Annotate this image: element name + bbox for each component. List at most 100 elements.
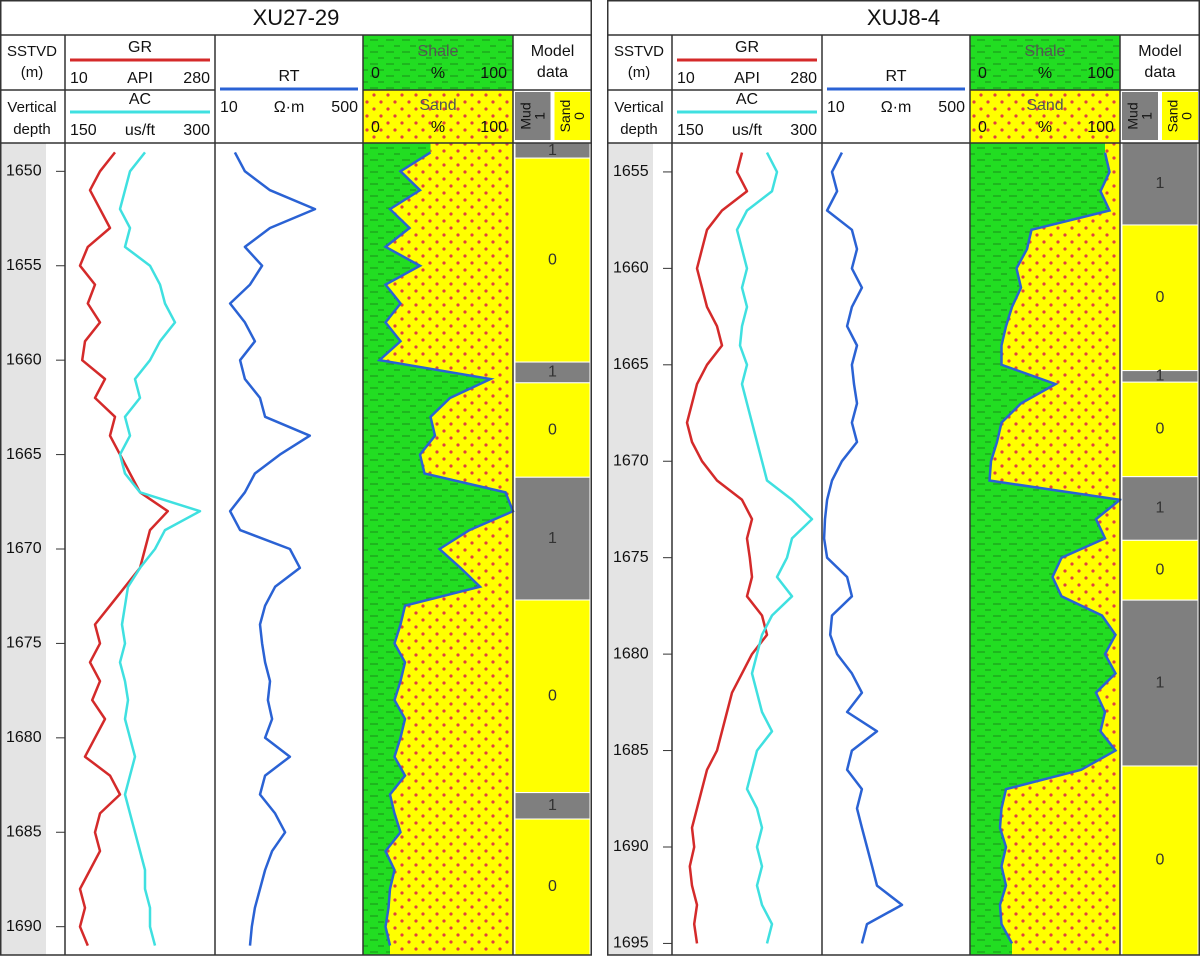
model-interval: [514, 382, 591, 478]
model-class-value: 1: [1139, 112, 1155, 120]
model-interval-label: 0: [548, 878, 557, 895]
shale-min: 0: [371, 65, 380, 82]
log-curve: [228, 151, 317, 946]
depth-header: depth: [13, 121, 51, 138]
model-title: Model: [531, 43, 575, 60]
scale-unit: API: [127, 70, 153, 87]
log-curve: [822, 152, 904, 944]
y-tick-label: 1695: [613, 935, 649, 952]
scale-unit: Ω·m: [881, 99, 912, 116]
y-tick-label: 1685: [613, 742, 649, 759]
shale-unit: %: [431, 65, 445, 82]
log-curve: [735, 152, 814, 944]
model-class-name: Sand: [1165, 100, 1181, 133]
model-class-swatch: [515, 92, 551, 140]
curve-name: RT: [278, 68, 299, 85]
shale-max: 100: [480, 65, 507, 82]
model-class-swatch: [554, 92, 590, 140]
shale-max: 100: [1087, 65, 1114, 82]
sand-header-pattern: [970, 90, 1120, 143]
model-title: data: [1144, 64, 1175, 81]
y-tick-label: 1690: [613, 838, 649, 855]
lithology-track: [970, 143, 1124, 955]
depth-header: Vertical: [614, 99, 663, 116]
y-tick-label: 1670: [6, 540, 42, 557]
sand-unit: %: [431, 119, 445, 136]
model-interval: [1121, 224, 1199, 372]
y-tick-label: 1655: [6, 257, 42, 274]
model-interval: [1121, 142, 1199, 226]
curve-name: GR: [735, 39, 759, 56]
panel-frame: [0, 0, 592, 956]
model-interval-label: 1: [548, 142, 557, 159]
y-tick-label: 1690: [6, 918, 42, 935]
scale-min: 10: [220, 99, 238, 116]
curves: [78, 151, 317, 947]
scale-max: 280: [183, 70, 210, 87]
shale-pattern: [970, 143, 1120, 955]
y-tick-label: 1655: [613, 163, 649, 180]
depth-header: SSTVD: [614, 43, 664, 60]
depth-header: depth: [620, 121, 658, 138]
curve-name: AC: [129, 91, 151, 108]
model-interval-label: 1: [1156, 368, 1165, 385]
well-title: XUJ8-4: [867, 5, 940, 30]
scale-min: 10: [70, 70, 88, 87]
depth-header: (m): [21, 64, 44, 81]
sand-max: 100: [480, 119, 507, 136]
panel-frame: [607, 0, 1200, 956]
model-class-swatch: [1162, 92, 1198, 140]
shale-header-pattern: [363, 35, 513, 90]
model-interval-label: 0: [1156, 852, 1165, 869]
scale-max: 500: [938, 99, 965, 116]
model-interval: [514, 157, 591, 363]
y-tick-label: 1665: [613, 356, 649, 373]
y-tick-label: 1660: [6, 351, 42, 368]
y-tick-label: 1670: [613, 452, 649, 469]
sand-name: Sand: [419, 97, 456, 114]
scale-max: 300: [790, 122, 817, 139]
model-class-value: 0: [571, 112, 587, 120]
model-interval-label: 1: [1156, 175, 1165, 192]
model-interval: [1121, 476, 1199, 541]
sand-header-pattern: [363, 90, 513, 143]
y-tick-label: 1675: [6, 635, 42, 652]
model-interval-label: 0: [1156, 289, 1165, 306]
y-tick-label: 1680: [613, 645, 649, 662]
model-interval: [1121, 381, 1199, 478]
model-interval-label: 1: [1156, 674, 1165, 691]
curve-name: AC: [736, 91, 758, 108]
model-interval-label: 0: [1156, 561, 1165, 578]
scale-min: 150: [677, 122, 704, 139]
sand-min: 0: [978, 119, 987, 136]
depth-header: (m): [628, 64, 651, 81]
model-interval-label: 1: [548, 797, 557, 814]
y-tick-label: 1680: [6, 729, 42, 746]
model-interval: [514, 476, 591, 601]
scale-max: 300: [183, 122, 210, 139]
model-class-name: Mud: [517, 102, 533, 129]
depth-column-bg: [607, 143, 653, 955]
log-curve: [118, 151, 202, 946]
model-class-name: Mud: [1125, 102, 1141, 129]
sand-min: 0: [371, 119, 380, 136]
y-tick-label: 1665: [6, 446, 42, 463]
curve-name: GR: [128, 39, 152, 56]
y-tick-label: 1675: [613, 549, 649, 566]
log-curve: [78, 151, 170, 947]
model-interval-label: 1: [1156, 500, 1165, 517]
sand-name: Sand: [1026, 97, 1063, 114]
log-curve: [685, 152, 769, 944]
depth-column-bg: [0, 143, 46, 955]
y-tick-label: 1685: [6, 823, 42, 840]
model-interval-label: 1: [548, 530, 557, 547]
model-interval-label: 0: [548, 688, 557, 705]
model-interval: [1121, 765, 1199, 956]
model-title: data: [537, 64, 568, 81]
shale-boundary: [376, 151, 515, 946]
model-interval-label: 0: [548, 421, 557, 438]
scale-unit: us/ft: [732, 122, 763, 139]
